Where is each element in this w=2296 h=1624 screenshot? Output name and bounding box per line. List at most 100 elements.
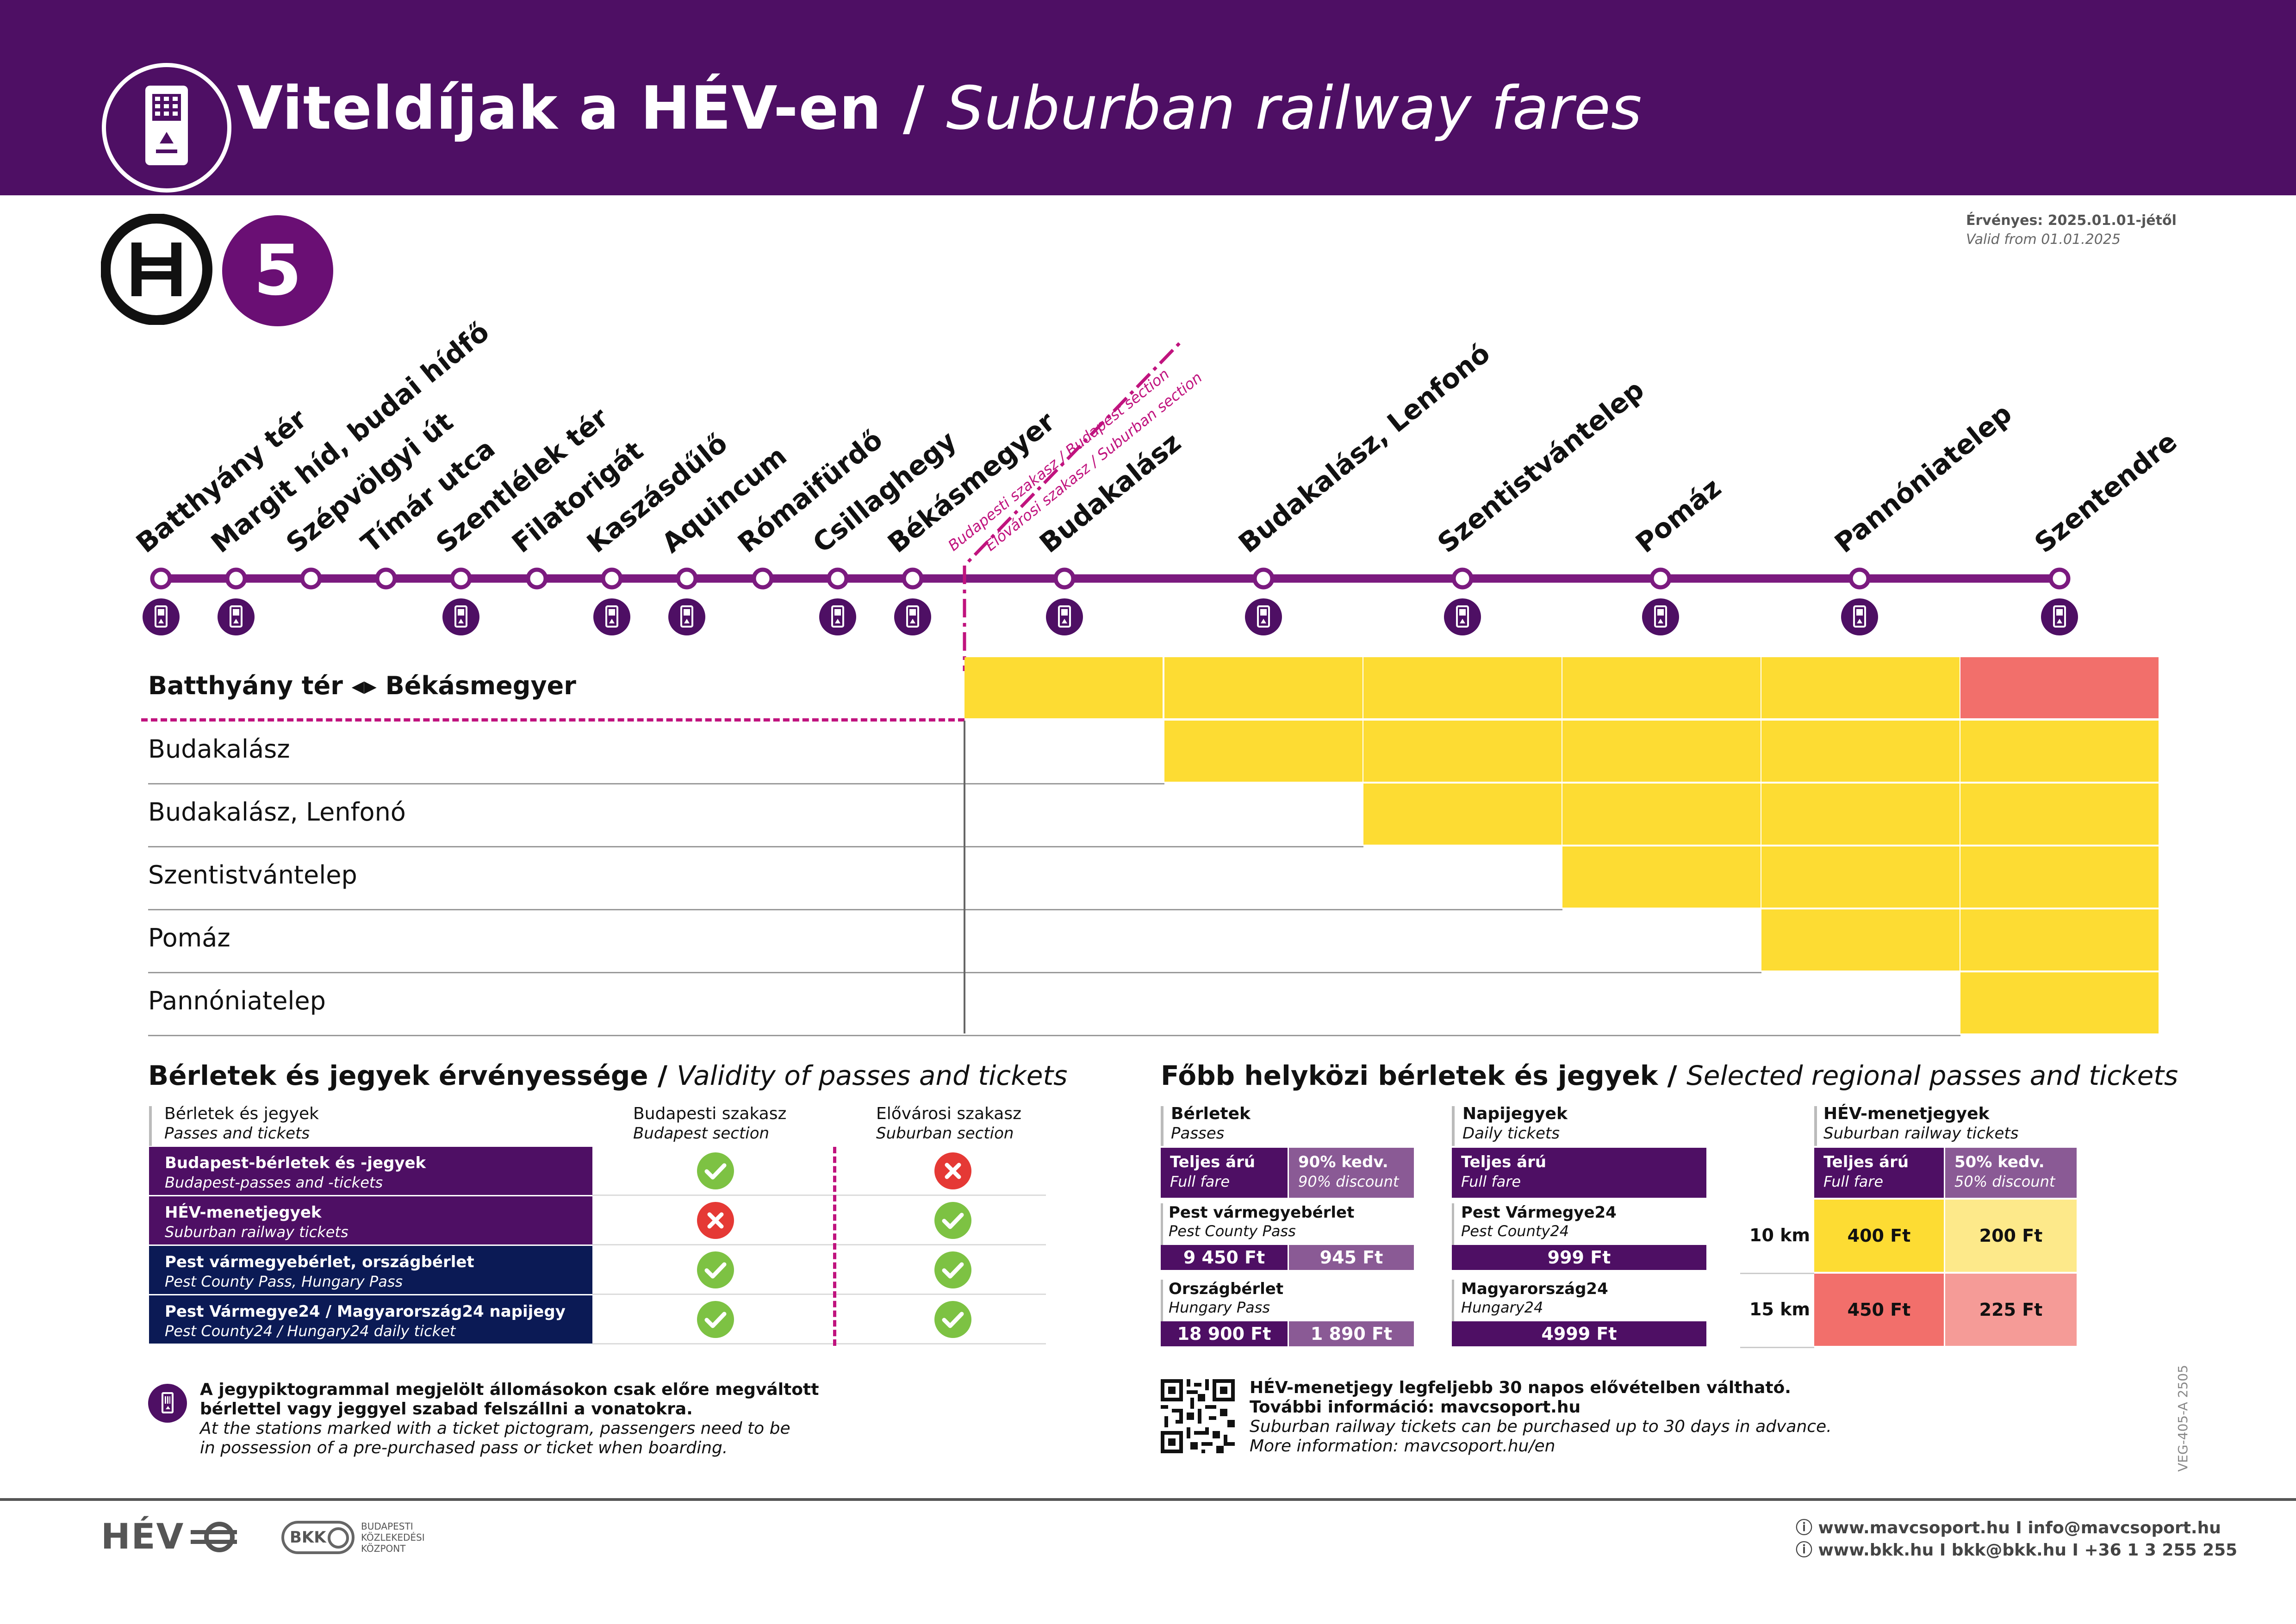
daily-rule <box>1452 1203 1454 1268</box>
validity-col-passes: Bérletek és jegyek Passes and tickets <box>164 1104 319 1143</box>
row-separator <box>148 972 1761 973</box>
info-icon: ⓘ <box>1796 1541 1818 1560</box>
info-icon: ⓘ <box>1796 1518 1818 1537</box>
station-stop <box>601 567 623 590</box>
station-stop <box>1649 567 1672 590</box>
fare-zone-cell <box>1363 721 1562 782</box>
check-icon <box>934 1300 972 1338</box>
daily-ticket-name: Pest Vármegye24 Pest County24 <box>1461 1203 1617 1240</box>
ticket-pictogram-icon <box>148 1384 187 1423</box>
station-stop <box>902 567 924 590</box>
validity-header-rule <box>149 1106 152 1146</box>
fare-row-label: Budakalász <box>148 734 290 764</box>
station-stop <box>676 567 698 590</box>
station-stop <box>526 567 548 590</box>
station-stop <box>752 567 774 590</box>
from-station: Pannóniatelep <box>148 986 326 1015</box>
daily-price: 999 Ft <box>1452 1245 1706 1270</box>
ticket-pictogram-icon <box>1245 598 1282 635</box>
hev-discount-price: 225 Ft <box>1945 1274 2077 1346</box>
cross-icon <box>934 1152 972 1190</box>
hev-full-fare-header: Teljes árú Full fare <box>1814 1148 1944 1198</box>
to-station: Békásmegyer <box>385 671 576 700</box>
passes-discount-header: 90% kedv. 90% discount <box>1289 1148 1414 1198</box>
qr-code[interactable] <box>1161 1379 1235 1453</box>
station-stop <box>1252 567 1275 590</box>
hev-h-logo <box>100 213 228 325</box>
contact-bkk[interactable]: ⓘ www.bkk.hu I bkk@bkk.hu I +36 1 3 255 … <box>1796 1541 2238 1560</box>
validity-section-divider <box>833 1147 836 1346</box>
ticket-machine-icon <box>102 63 231 193</box>
fare-zone-cell <box>1164 721 1363 782</box>
hev-header-rule <box>1814 1106 1817 1146</box>
ticket-pictogram-icon <box>2041 598 2078 635</box>
cross-icon <box>697 1201 734 1239</box>
hev-wheel-icon <box>191 1521 242 1555</box>
daily-full-fare-header: Teljes árú Full fare <box>1452 1148 1706 1198</box>
fare-zone-cell <box>1562 846 1761 908</box>
fare-row-label: Szentistvántelep <box>148 860 357 890</box>
ticket-pictogram-icon <box>1642 598 1679 635</box>
ticket-pictogram-icon <box>1046 598 1083 635</box>
budapest-section-underline <box>141 718 964 722</box>
valid-from-en: Valid from 01.01.2025 <box>1966 231 2121 248</box>
ticket-pictogram-icon <box>1841 598 1878 635</box>
fare-zone-cell <box>1562 784 1761 845</box>
page-title: Viteldíjak a HÉV-en / Suburban railway f… <box>237 74 1643 143</box>
validity-col-suburban: Elővárosi szakasz Suburban section <box>876 1104 1022 1143</box>
hev-discount-price: 200 Ft <box>1945 1200 2077 1272</box>
valid-from-hu: Érvényes: 2025.01.01-jétől <box>1966 212 2177 229</box>
row-separator <box>148 1035 1960 1036</box>
validity-row: Pest Vármegye24 / Magyarország24 napijeg… <box>149 1295 592 1344</box>
contact-mav[interactable]: ⓘ www.mavcsoport.hu I info@mavcsoport.hu <box>1796 1518 2221 1537</box>
header-bar <box>0 0 2296 195</box>
station-stop <box>150 567 172 590</box>
validity-col-budapest: Budapesti szakasz Budapest section <box>633 1104 787 1143</box>
fare-zone-cell <box>1363 784 1562 845</box>
daily-rule <box>1452 1280 1454 1344</box>
check-icon <box>697 1300 734 1338</box>
hev-full-price: 400 Ft <box>1814 1200 1944 1272</box>
distance-label: 15 km <box>1749 1299 1810 1319</box>
from-station: Szentistvántelep <box>148 860 357 890</box>
ticket-pictogram-icon <box>894 598 931 635</box>
station-stop <box>827 567 849 590</box>
fare-zone-cell <box>1960 784 2159 845</box>
daily-header: Napijegyek Daily tickets <box>1462 1104 1568 1143</box>
document-code: VEG-405-A 2505 <box>2175 1365 2190 1472</box>
from-station: Budakalász <box>148 734 290 764</box>
discount-price: 1 890 Ft <box>1289 1321 1414 1346</box>
row-separator <box>148 846 1363 847</box>
pass-rule <box>1161 1280 1163 1344</box>
regional-title: Főbb helyközi bérletek és jegyek / Selec… <box>1161 1060 2178 1091</box>
pass-name: Országbérlet Hungary Pass <box>1169 1280 1284 1316</box>
fare-zone-cell <box>1761 846 1960 908</box>
fare-zone-cell <box>1761 784 1960 845</box>
daily-ticket-name: Magyarország24 Hungary24 <box>1461 1280 1608 1316</box>
fare-zone-cell <box>1960 846 2159 908</box>
fare-zone-cell <box>1960 909 2159 971</box>
distance-label: 10 km <box>1749 1225 1810 1245</box>
from-station: Budakalász, Lenfonó <box>148 797 406 827</box>
station-stop <box>2048 567 2071 590</box>
ticket-pictogram-icon <box>1444 598 1481 635</box>
fare-zone-cell <box>1761 721 1960 782</box>
footer-divider <box>0 1498 2296 1501</box>
fare-zone-cell <box>1960 657 2159 718</box>
fare-row-label: Budakalász, Lenfonó <box>148 797 406 827</box>
daily-price: 4999 Ft <box>1452 1321 1706 1346</box>
station-stop <box>1848 567 1871 590</box>
regional-info: HÉV-menetjegy legfeljebb 30 napos elővét… <box>1250 1378 1832 1456</box>
from-station: Pomáz <box>148 923 230 952</box>
passes-full-fare-header: Teljes árú Full fare <box>1161 1148 1288 1198</box>
full-fare-price: 9 450 Ft <box>1161 1245 1288 1270</box>
row-separator <box>592 1244 1046 1245</box>
line-diagram <box>143 341 2078 671</box>
ticket-pictogram-icon <box>218 598 255 635</box>
row-separator <box>592 1294 1046 1295</box>
fare-row-label: Batthyány tér ◂▸ Békásmegyer <box>148 671 576 700</box>
discount-price: 945 Ft <box>1289 1245 1414 1270</box>
passes-header-rule <box>1161 1106 1164 1146</box>
row-separator <box>592 1195 1046 1196</box>
pass-name: Pest vármegyebérlet Pest County Pass <box>1169 1203 1355 1240</box>
